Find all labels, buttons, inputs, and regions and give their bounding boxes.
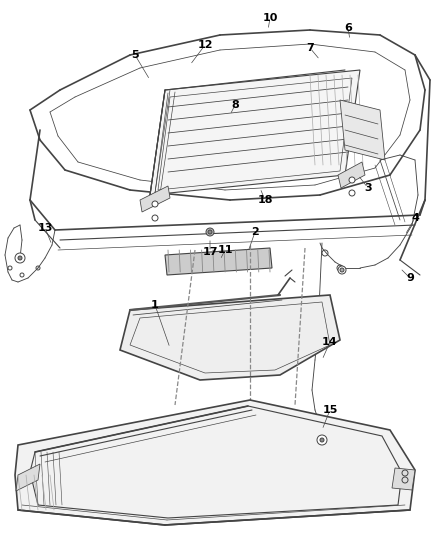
- Text: 3: 3: [364, 183, 371, 193]
- Text: 11: 11: [217, 245, 232, 255]
- Circle shape: [339, 268, 343, 272]
- Circle shape: [205, 228, 213, 236]
- Text: 8: 8: [230, 100, 238, 110]
- Text: 15: 15: [321, 405, 337, 415]
- Text: 12: 12: [197, 40, 212, 50]
- Text: 14: 14: [321, 337, 337, 347]
- Text: 2: 2: [251, 227, 258, 237]
- Text: 7: 7: [305, 43, 313, 53]
- Polygon shape: [15, 400, 414, 525]
- Circle shape: [316, 435, 326, 445]
- Polygon shape: [120, 295, 339, 380]
- Polygon shape: [391, 468, 414, 490]
- Circle shape: [208, 230, 212, 234]
- Circle shape: [18, 256, 22, 260]
- Text: 5: 5: [131, 50, 138, 60]
- Text: 17: 17: [202, 247, 217, 257]
- Text: 9: 9: [405, 273, 413, 283]
- Circle shape: [319, 438, 323, 442]
- Polygon shape: [150, 70, 359, 195]
- Circle shape: [337, 266, 345, 274]
- Polygon shape: [16, 464, 40, 491]
- Text: 6: 6: [343, 23, 351, 33]
- Circle shape: [15, 253, 25, 263]
- Text: 1: 1: [151, 300, 159, 310]
- Text: 18: 18: [257, 195, 272, 205]
- Circle shape: [152, 215, 158, 221]
- Text: 4: 4: [410, 213, 418, 223]
- Polygon shape: [337, 162, 364, 188]
- Polygon shape: [165, 248, 272, 275]
- Text: 13: 13: [37, 223, 53, 233]
- Circle shape: [152, 201, 158, 207]
- Text: 10: 10: [262, 13, 277, 23]
- Polygon shape: [140, 186, 170, 212]
- Circle shape: [348, 177, 354, 183]
- Polygon shape: [339, 100, 384, 160]
- Circle shape: [348, 190, 354, 196]
